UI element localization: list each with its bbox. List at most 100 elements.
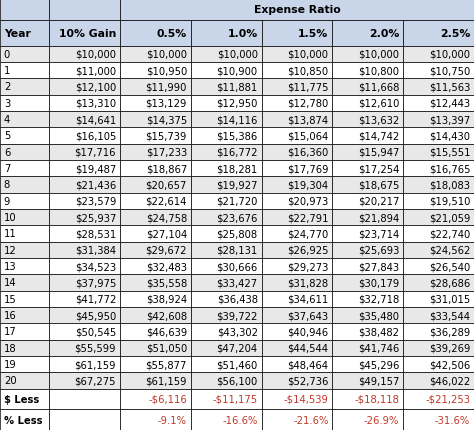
Text: $20,657: $20,657 <box>146 180 187 190</box>
Bar <box>0 372 49 389</box>
Bar <box>262 372 332 389</box>
Text: $23,676: $23,676 <box>216 212 258 223</box>
Bar <box>332 144 403 160</box>
Text: $14,742: $14,742 <box>358 131 400 141</box>
Text: $40,946: $40,946 <box>287 327 328 337</box>
Text: $14,116: $14,116 <box>216 115 258 125</box>
Text: $15,739: $15,739 <box>146 131 187 141</box>
Text: $27,104: $27,104 <box>146 229 187 239</box>
Bar <box>0 193 49 209</box>
Bar <box>403 275 474 291</box>
Bar <box>191 193 262 209</box>
Text: $13,874: $13,874 <box>287 115 328 125</box>
Bar <box>120 291 191 307</box>
Bar <box>49 160 120 177</box>
Bar <box>262 258 332 275</box>
Text: -$14,539: -$14,539 <box>283 394 328 404</box>
Bar <box>0 258 49 275</box>
Bar <box>0 356 49 372</box>
Text: $31,384: $31,384 <box>75 245 116 255</box>
Text: $31,828: $31,828 <box>287 278 328 288</box>
Text: $32,718: $32,718 <box>358 294 400 304</box>
Bar <box>262 356 332 372</box>
Text: 5: 5 <box>4 131 10 141</box>
Bar <box>120 242 191 258</box>
Text: $37,975: $37,975 <box>75 278 116 288</box>
Text: $24,770: $24,770 <box>287 229 328 239</box>
Text: $16,772: $16,772 <box>216 147 258 157</box>
Text: $25,693: $25,693 <box>358 245 400 255</box>
Text: 15: 15 <box>4 294 17 304</box>
Bar <box>0 226 49 242</box>
Bar <box>332 95 403 112</box>
Bar <box>262 63 332 79</box>
Text: -$21,253: -$21,253 <box>425 394 470 404</box>
Text: $10,800: $10,800 <box>358 66 400 76</box>
Bar <box>403 356 474 372</box>
Text: $15,386: $15,386 <box>217 131 258 141</box>
Bar <box>191 21 262 46</box>
Bar <box>403 46 474 63</box>
Bar <box>262 323 332 340</box>
Text: $16,360: $16,360 <box>287 147 328 157</box>
Text: Expense Ratio: Expense Ratio <box>254 5 340 15</box>
Bar <box>0 340 49 356</box>
Text: $39,269: $39,269 <box>429 343 470 353</box>
Bar <box>262 307 332 323</box>
Text: $28,531: $28,531 <box>75 229 116 239</box>
Text: $25,808: $25,808 <box>217 229 258 239</box>
Bar <box>49 112 120 128</box>
Bar <box>262 209 332 226</box>
Bar <box>49 389 120 409</box>
Text: $11,775: $11,775 <box>287 82 328 92</box>
Text: 9: 9 <box>4 196 10 206</box>
Bar <box>403 340 474 356</box>
Text: $23,579: $23,579 <box>75 196 116 206</box>
Bar <box>120 307 191 323</box>
Text: $12,950: $12,950 <box>216 98 258 108</box>
Text: 10: 10 <box>4 212 17 223</box>
Bar <box>262 340 332 356</box>
Bar <box>403 226 474 242</box>
Bar <box>120 340 191 356</box>
Text: $37,643: $37,643 <box>287 310 328 320</box>
Text: $16,765: $16,765 <box>428 164 470 174</box>
Text: $42,506: $42,506 <box>429 359 470 369</box>
Bar <box>262 21 332 46</box>
Text: 0: 0 <box>4 49 10 60</box>
Bar <box>191 209 262 226</box>
Bar <box>403 242 474 258</box>
Bar <box>262 160 332 177</box>
Bar <box>191 46 262 63</box>
Text: $38,482: $38,482 <box>358 327 400 337</box>
Text: $28,131: $28,131 <box>217 245 258 255</box>
Text: $34,523: $34,523 <box>75 261 116 271</box>
Bar <box>262 112 332 128</box>
Bar <box>191 291 262 307</box>
Text: $19,487: $19,487 <box>75 164 116 174</box>
Bar <box>191 258 262 275</box>
Bar <box>49 372 120 389</box>
Text: $12,610: $12,610 <box>358 98 400 108</box>
Bar <box>49 291 120 307</box>
Text: $18,281: $18,281 <box>217 164 258 174</box>
Bar <box>332 372 403 389</box>
Text: 1.0%: 1.0% <box>228 28 258 39</box>
Bar <box>0 46 49 63</box>
Text: $46,639: $46,639 <box>146 327 187 337</box>
Text: -26.9%: -26.9% <box>364 415 400 425</box>
Text: $33,544: $33,544 <box>429 310 470 320</box>
Text: 12: 12 <box>4 245 17 255</box>
Bar <box>403 21 474 46</box>
Bar <box>332 389 403 409</box>
Text: $34,611: $34,611 <box>287 294 328 304</box>
Text: $10,950: $10,950 <box>146 66 187 76</box>
Bar <box>120 275 191 291</box>
Text: $45,296: $45,296 <box>358 359 400 369</box>
Text: $22,791: $22,791 <box>287 212 328 223</box>
Bar <box>262 79 332 95</box>
Text: 2.5%: 2.5% <box>440 28 470 39</box>
Bar <box>332 258 403 275</box>
Text: $21,720: $21,720 <box>216 196 258 206</box>
Bar <box>403 63 474 79</box>
